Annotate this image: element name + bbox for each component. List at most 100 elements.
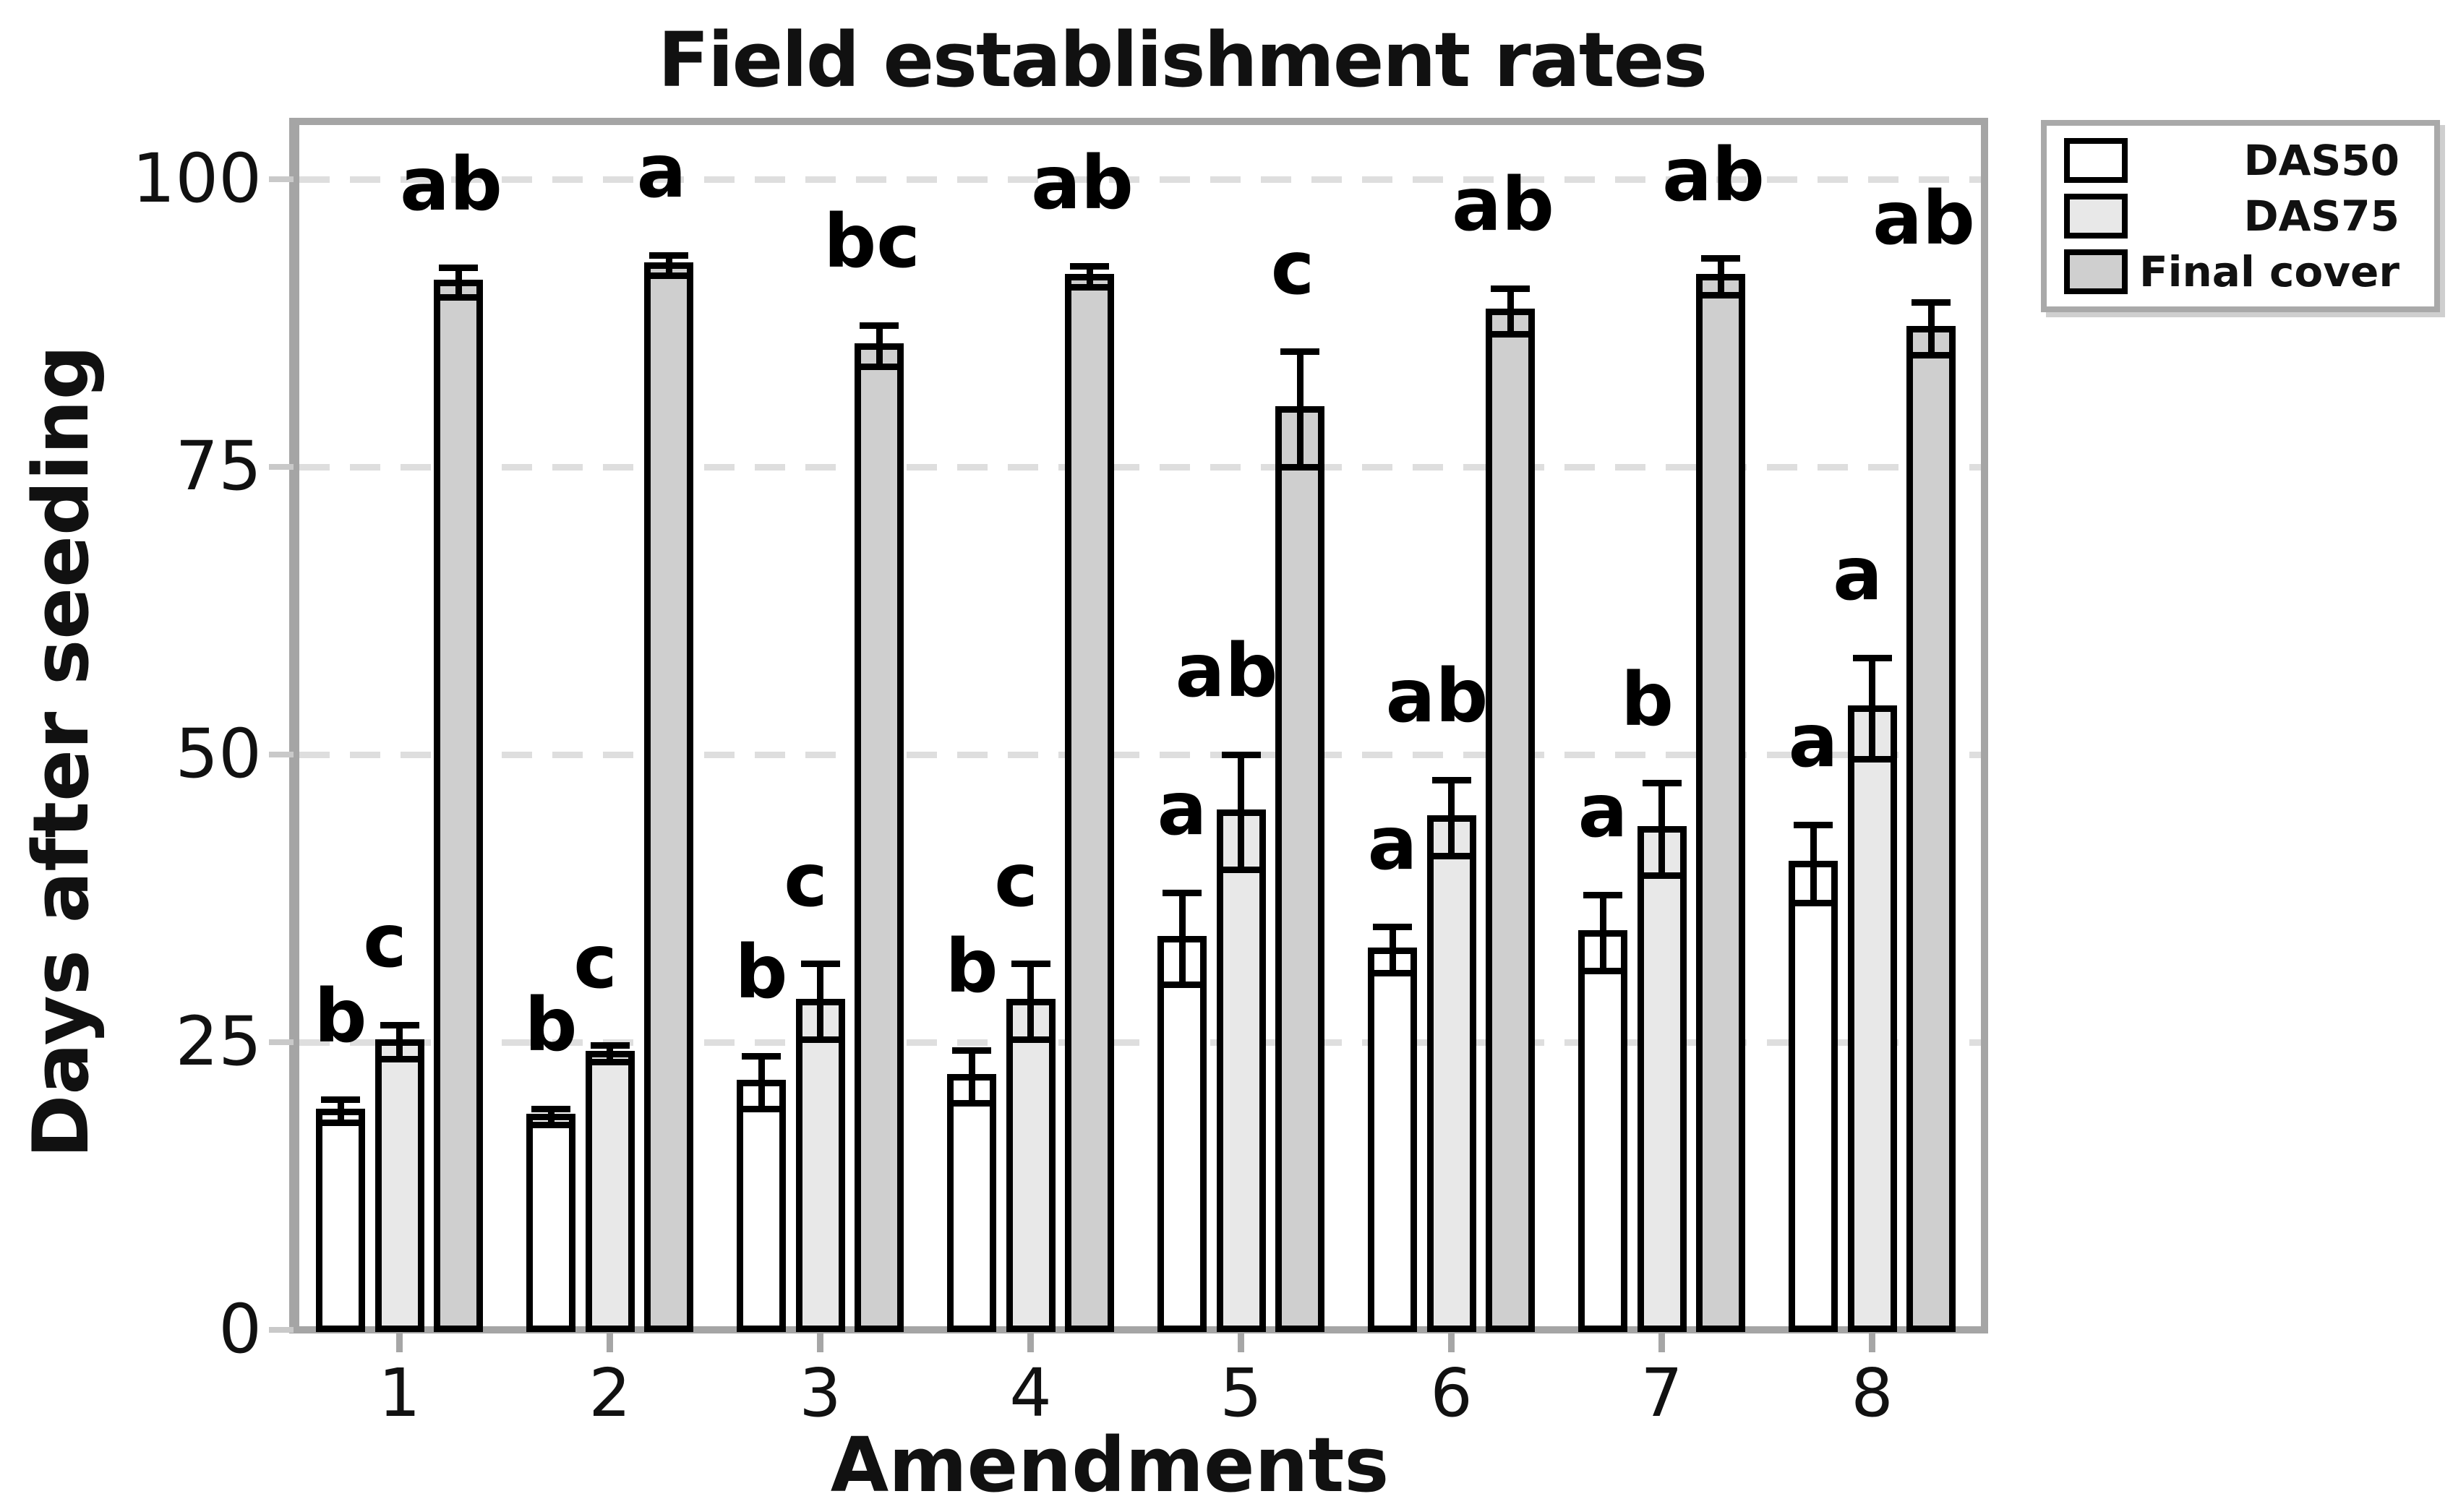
sig-letter-final-cover-8: ab — [1872, 176, 1975, 262]
bar-das50-4 — [947, 1073, 996, 1332]
error-cap-top-das75-5 — [1221, 751, 1261, 758]
error-cap-bottom-das75-3 — [800, 1036, 840, 1044]
error-cap-bottom-das50-3 — [742, 1105, 781, 1112]
legend-row-0: DAS50 — [2064, 133, 2400, 189]
error-cap-bottom-das75-7 — [1642, 872, 1682, 879]
error-bar-das50-1 — [337, 1096, 344, 1126]
error-bar-final-cover-4 — [1086, 263, 1093, 291]
x-tick-label-1: 1 — [378, 1354, 421, 1432]
error-cap-bottom-final-cover-2 — [649, 272, 688, 280]
y-tick-25 — [269, 1039, 294, 1045]
gridline-25 — [299, 1039, 1981, 1046]
legend-swatch-das50 — [2064, 138, 2128, 184]
bar-das50-5 — [1157, 935, 1207, 1332]
error-bar-final-cover-7 — [1717, 255, 1724, 299]
x-tick-2 — [607, 1333, 613, 1352]
error-bar-das50-8 — [1810, 821, 1817, 906]
error-cap-top-final-cover-8 — [1912, 298, 1951, 306]
x-tick-label-4: 4 — [1009, 1354, 1052, 1432]
sig-letter-das50-8: a — [1788, 698, 1838, 785]
error-bar-das50-5 — [1178, 889, 1186, 988]
x-tick-7 — [1658, 1333, 1665, 1352]
error-cap-top-das50-7 — [1583, 891, 1622, 898]
error-cap-bottom-das50-6 — [1373, 969, 1412, 976]
error-bar-das75-6 — [1448, 776, 1455, 859]
error-cap-top-final-cover-4 — [1070, 263, 1109, 270]
legend-box: DAS50 DAS75 Final cover — [2041, 120, 2440, 312]
x-axis-title: Amendments — [830, 1421, 1390, 1509]
x-tick-label-7: 7 — [1640, 1354, 1683, 1432]
error-cap-top-final-cover-6 — [1491, 285, 1530, 292]
bar-final-cover-5 — [1275, 406, 1324, 1332]
error-cap-bottom-das50-2 — [531, 1122, 570, 1129]
sig-letter-das50-3: b — [735, 929, 788, 1016]
error-cap-bottom-das75-2 — [590, 1058, 630, 1065]
bar-das75-3 — [795, 999, 845, 1332]
x-tick-label-6: 6 — [1430, 1354, 1473, 1432]
error-cap-top-das50-4 — [952, 1047, 991, 1054]
bar-das75-5 — [1216, 809, 1266, 1332]
error-cap-top-das75-1 — [380, 1021, 419, 1028]
bar-das75-6 — [1426, 815, 1476, 1332]
x-tick-4 — [1027, 1333, 1034, 1352]
sig-letter-das50-5: a — [1157, 766, 1207, 853]
legend-swatch-das75 — [2064, 194, 2128, 239]
sig-letter-das75-7: b — [1620, 656, 1674, 743]
x-tick-3 — [817, 1333, 823, 1352]
error-cap-bottom-final-cover-5 — [1280, 463, 1319, 471]
error-bar-das75-5 — [1238, 751, 1244, 873]
y-tick-100 — [269, 176, 294, 182]
sig-letter-final-cover-5: c — [1270, 225, 1315, 312]
error-cap-top-das75-6 — [1431, 776, 1471, 783]
error-bar-final-cover-3 — [876, 322, 883, 370]
bar-das50-2 — [526, 1114, 575, 1332]
gridline-50 — [299, 751, 1981, 758]
error-bar-das75-3 — [817, 961, 823, 1044]
sig-letter-das75-6: ab — [1385, 653, 1489, 740]
gridline-100 — [299, 176, 1981, 183]
bar-das75-2 — [585, 1050, 635, 1332]
sig-letter-final-cover-2: a — [636, 129, 687, 215]
sig-letter-das50-7: a — [1577, 768, 1628, 855]
sig-letter-das75-2: c — [573, 919, 617, 1005]
bar-das75-1 — [374, 1039, 424, 1332]
error-cap-top-das75-4 — [1011, 961, 1050, 968]
bar-final-cover-2 — [644, 262, 693, 1332]
error-cap-top-final-cover-7 — [1701, 255, 1740, 262]
error-bar-das75-8 — [1869, 654, 1875, 763]
error-bar-das75-7 — [1658, 780, 1665, 879]
bar-final-cover-6 — [1486, 309, 1535, 1332]
error-cap-top-das50-8 — [1794, 821, 1833, 828]
error-cap-top-das75-2 — [590, 1042, 630, 1049]
bar-das50-7 — [1578, 929, 1627, 1332]
y-tick-label-100: 100 — [132, 139, 262, 218]
error-cap-bottom-final-cover-1 — [439, 294, 478, 301]
sig-letter-das50-1: b — [314, 973, 367, 1060]
error-cap-bottom-das75-6 — [1431, 852, 1471, 859]
y-tick-0 — [269, 1327, 294, 1333]
y-tick-75 — [269, 464, 294, 470]
legend-row-1: DAS75 — [2064, 189, 2400, 244]
error-bar-das75-2 — [607, 1042, 613, 1065]
x-tick-label-8: 8 — [1851, 1354, 1893, 1432]
sig-letter-final-cover-6: ab — [1452, 162, 1554, 249]
sig-letter-das50-4: b — [945, 924, 998, 1010]
bar-das75-7 — [1637, 826, 1687, 1332]
error-bar-das50-4 — [968, 1047, 975, 1107]
error-bar-final-cover-2 — [665, 252, 672, 280]
error-cap-bottom-final-cover-7 — [1701, 292, 1740, 299]
bar-das50-6 — [1368, 947, 1417, 1332]
error-cap-bottom-das50-7 — [1583, 967, 1622, 974]
sig-letter-das75-1: c — [363, 898, 407, 985]
error-cap-bottom-das75-1 — [380, 1056, 419, 1063]
error-cap-bottom-das75-4 — [1011, 1036, 1050, 1044]
error-bar-das50-2 — [547, 1105, 555, 1129]
sig-letter-das50-2: b — [524, 982, 578, 1069]
error-cap-bottom-final-cover-3 — [860, 363, 899, 370]
x-tick-8 — [1869, 1333, 1875, 1352]
error-cap-bottom-final-cover-4 — [1070, 284, 1109, 291]
error-cap-top-das50-1 — [321, 1096, 360, 1104]
gridline-75 — [299, 463, 1981, 471]
bar-final-cover-7 — [1696, 274, 1745, 1332]
